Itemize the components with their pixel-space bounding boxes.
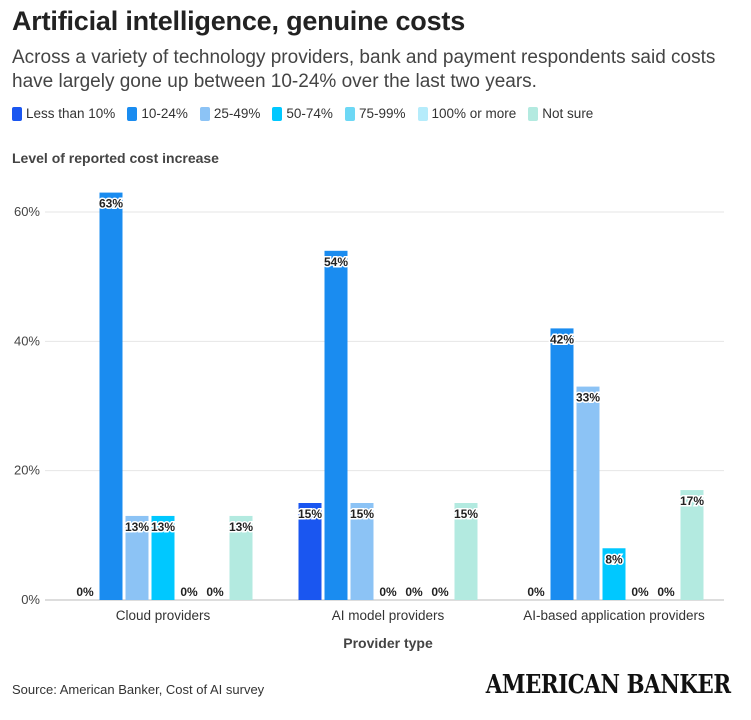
bar bbox=[602, 548, 626, 600]
data-label: 17% bbox=[680, 494, 704, 508]
legend-item: 10-24% bbox=[127, 106, 188, 121]
data-label: 8% bbox=[605, 552, 623, 566]
legend-label: 100% or more bbox=[431, 106, 517, 121]
legend-item: 50-74% bbox=[272, 106, 333, 121]
data-label: 13% bbox=[125, 520, 149, 534]
bar bbox=[576, 386, 600, 600]
data-label: 0% bbox=[405, 585, 423, 599]
legend-swatch bbox=[344, 106, 355, 121]
legend-item: 25-49% bbox=[199, 106, 261, 121]
legend-swatch bbox=[528, 106, 539, 121]
data-label: 54% bbox=[324, 255, 348, 269]
legend-label: Not sure bbox=[542, 106, 594, 121]
data-label: 15% bbox=[350, 507, 374, 521]
bar bbox=[229, 515, 253, 600]
data-label: 0% bbox=[631, 585, 649, 599]
bar bbox=[125, 515, 149, 600]
legend-label: 25-49% bbox=[213, 106, 261, 121]
source-note: Source: American Banker, Cost of AI surv… bbox=[12, 682, 265, 697]
y-tick-label: 0% bbox=[21, 592, 40, 607]
chart-subtitle: Across a variety of technology providers… bbox=[12, 47, 716, 92]
data-label: 63% bbox=[99, 197, 123, 211]
y-tick-label: 20% bbox=[14, 463, 40, 478]
data-label: 0% bbox=[206, 585, 224, 599]
data-label: 42% bbox=[550, 332, 574, 346]
legend-item: 100% or more bbox=[417, 106, 517, 121]
bar bbox=[99, 192, 123, 600]
legend: Less than 10% 10-24% 25-49% 50-74% 75-99… bbox=[12, 106, 593, 121]
legend-swatch bbox=[272, 106, 283, 121]
data-label: 15% bbox=[298, 507, 322, 521]
legend-label: Less than 10% bbox=[26, 106, 116, 121]
bar bbox=[151, 515, 175, 600]
legend-swatch bbox=[12, 106, 22, 121]
legend-swatch bbox=[199, 106, 210, 121]
legend-label: 75-99% bbox=[358, 106, 406, 121]
x-axis-label: Provider type bbox=[343, 635, 433, 651]
american-banker-logo: AMERICAN BANKER bbox=[486, 670, 731, 700]
x-tick-label: AI model providers bbox=[332, 608, 445, 623]
data-label: 0% bbox=[180, 585, 198, 599]
data-label: 0% bbox=[431, 585, 449, 599]
x-tick-label: Cloud providers bbox=[116, 608, 211, 623]
bar bbox=[550, 328, 574, 600]
bar bbox=[454, 503, 478, 600]
data-label: 15% bbox=[454, 507, 478, 521]
data-label: 0% bbox=[76, 585, 94, 599]
x-tick-label: AI-based application providers bbox=[523, 608, 705, 623]
bar bbox=[324, 250, 348, 601]
data-label: 13% bbox=[229, 520, 253, 534]
data-label: 33% bbox=[576, 391, 600, 405]
legend-label: 50-74% bbox=[286, 106, 333, 121]
bar bbox=[350, 503, 374, 600]
data-label: 0% bbox=[527, 585, 545, 599]
legend-item: Not sure bbox=[528, 106, 593, 121]
legend-swatch bbox=[417, 106, 428, 121]
bar bbox=[680, 490, 704, 600]
chart-heading: Level of reported cost increase bbox=[12, 150, 219, 166]
data-label: 0% bbox=[379, 585, 397, 599]
legend-label: 10-24% bbox=[141, 106, 188, 121]
data-label: 0% bbox=[657, 585, 675, 599]
legend-item: Less than 10% bbox=[12, 106, 115, 121]
chart-title: Artificial intelligence, genuine costs bbox=[12, 6, 466, 36]
bar bbox=[298, 503, 322, 600]
legend-swatch bbox=[127, 106, 138, 121]
y-tick-label: 40% bbox=[14, 333, 40, 348]
y-tick-label: 60% bbox=[14, 204, 40, 219]
data-label: 13% bbox=[151, 520, 175, 534]
legend-item: 75-99% bbox=[344, 106, 406, 121]
